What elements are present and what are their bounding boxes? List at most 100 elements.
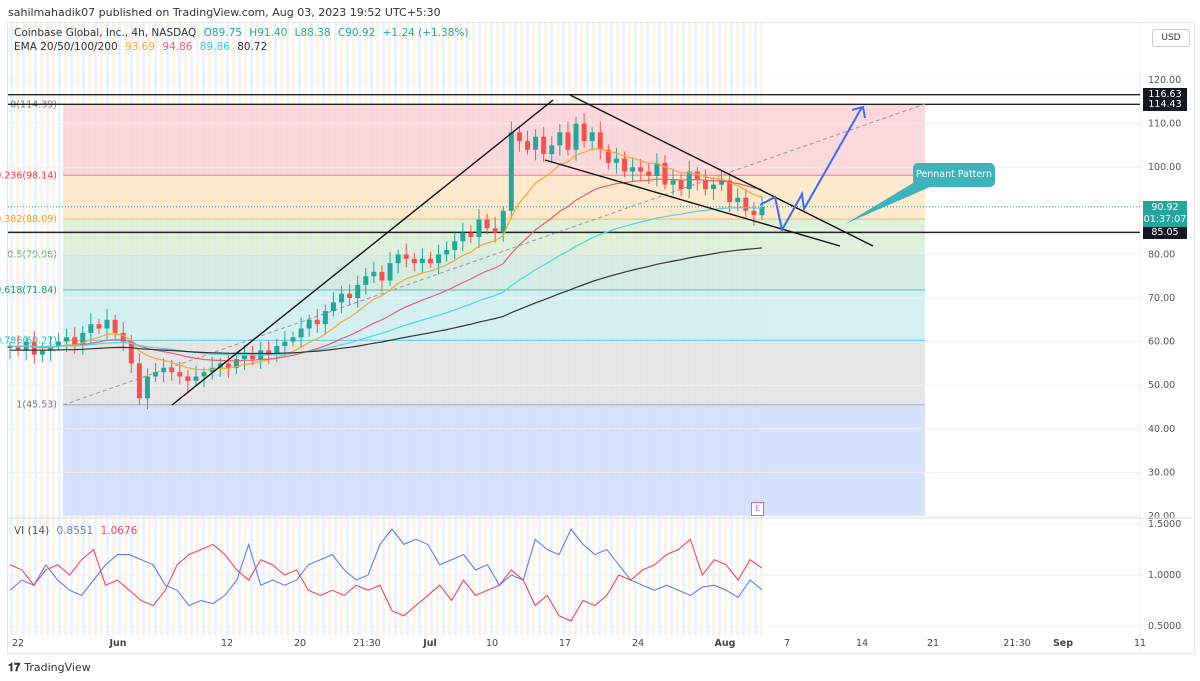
candle-body [492, 228, 498, 233]
candle-body [686, 171, 692, 189]
open-value: O89.75 [203, 27, 242, 39]
candle-body [419, 258, 425, 264]
tv-logo-icon: 𝟏𝟕 [8, 661, 21, 674]
candle-body [298, 328, 304, 338]
arrow-head-icon [851, 105, 866, 119]
x-tick-label: 21:30 [1003, 638, 1030, 649]
fib-level-label: 1(45.53) [16, 400, 57, 411]
earnings-marker[interactable]: E [751, 502, 764, 516]
x-tick-label: Jul [422, 638, 437, 649]
candle-body [460, 232, 466, 242]
y-tick-label: 40.00 [1148, 424, 1175, 435]
x-tick-label: 10 [486, 638, 498, 649]
publisher-line: sahilmahadik07 published on TradingView.… [8, 6, 441, 19]
candle-body [177, 372, 183, 377]
x-tick-label: 21 [927, 638, 939, 649]
currency-selector[interactable]: USD [1152, 29, 1190, 47]
y-tick-label: 20.00 [1148, 511, 1175, 522]
candle-body [201, 372, 207, 377]
candle-body [250, 354, 256, 360]
y-tick-label: 110.00 [1148, 119, 1181, 130]
x-tick-label: 11 [1134, 638, 1146, 649]
x-tick-label: Jun [108, 638, 126, 649]
x-tick-label: Aug [715, 638, 736, 649]
candle-body [427, 258, 433, 264]
vi-title: VI (14) [14, 525, 50, 537]
brand-name: TradingView [24, 661, 91, 674]
candle-body [525, 141, 531, 150]
candle-body [144, 376, 150, 399]
candle-body [241, 354, 247, 360]
candle-body [355, 284, 361, 298]
level-label-116: 116.63 [1143, 88, 1187, 101]
y-tick-label: 60.00 [1148, 337, 1175, 348]
y-tick-label: 100.00 [1148, 162, 1181, 173]
fib-trend-line [62, 103, 926, 406]
candle-body [371, 271, 377, 277]
candle-body [710, 184, 716, 189]
ema-line [9, 148, 763, 371]
session-stripe [16, 23, 19, 635]
candle-body [120, 332, 126, 342]
candle-body [153, 372, 159, 377]
candle-body [7, 345, 13, 349]
y-tick-label: 80.00 [1148, 249, 1175, 260]
candle-body [225, 363, 231, 368]
candle-body [15, 345, 21, 351]
symbol-name: Coinbase Global, Inc., 4h, NASDAQ [14, 27, 197, 39]
x-tick-label: 17 [559, 638, 571, 649]
last-price-label: 90.92 01:37:07 [1143, 201, 1187, 227]
x-tick-label: 14 [856, 638, 868, 649]
x-tick-label: 12 [221, 638, 233, 649]
candle-body [193, 376, 199, 381]
candle-body [387, 263, 393, 281]
candle-body [290, 337, 296, 342]
candle-body [233, 359, 239, 368]
candle-body [719, 180, 725, 185]
candle-body [476, 219, 482, 237]
candle-body [630, 167, 636, 172]
candle-body [347, 293, 353, 298]
candle-body [322, 311, 328, 325]
candle-body [613, 158, 619, 163]
candle-body [436, 254, 442, 264]
candle-body [759, 206, 765, 216]
candle-body [403, 254, 409, 259]
session-stripe [46, 23, 49, 635]
candle-body [339, 293, 345, 303]
level-label-114: 114.43 [1143, 98, 1187, 111]
ema-legend: EMA 20/50/100/200 93.69 94.86 89.86 80.7… [14, 41, 271, 53]
y-tick-label: 50.00 [1148, 380, 1175, 391]
fib-zone [63, 404, 925, 516]
candle-body [735, 197, 741, 203]
vi-minus-value: 1.0676 [100, 525, 138, 537]
close-value: C90.92 [337, 27, 376, 39]
y-tick-label: 120.00 [1148, 75, 1181, 86]
candle-body [72, 337, 78, 346]
ema-label: EMA 20/50/100/200 [14, 41, 118, 53]
candle-body [363, 276, 369, 285]
projection-arrow [759, 106, 863, 233]
candle-body [128, 341, 134, 364]
candle-body [96, 324, 102, 329]
x-tick-label: 21:30 [353, 638, 380, 649]
vi-tick-label: 1.5000 [1148, 519, 1181, 530]
fib-level-label: 0.236(98.14) [0, 170, 57, 181]
candle-body [88, 324, 94, 333]
candle-body [605, 149, 611, 163]
candle-body [694, 171, 700, 181]
candle-body [31, 341, 37, 355]
candle-body [702, 180, 708, 189]
candle-body [64, 337, 70, 342]
ema50-value: 94.86 [162, 41, 193, 53]
vi-plus-value: 0.8551 [56, 525, 94, 537]
fib-level-label: 0.786(60.27) [0, 335, 57, 346]
tradingview-logo[interactable]: 𝟏𝟕 TradingView [8, 661, 91, 675]
candle-body [516, 132, 522, 142]
ema20-value: 93.69 [124, 41, 156, 53]
fib-zone [63, 175, 925, 220]
candle-body [282, 341, 288, 346]
candle-body [444, 250, 450, 255]
session-stripe [40, 23, 43, 635]
